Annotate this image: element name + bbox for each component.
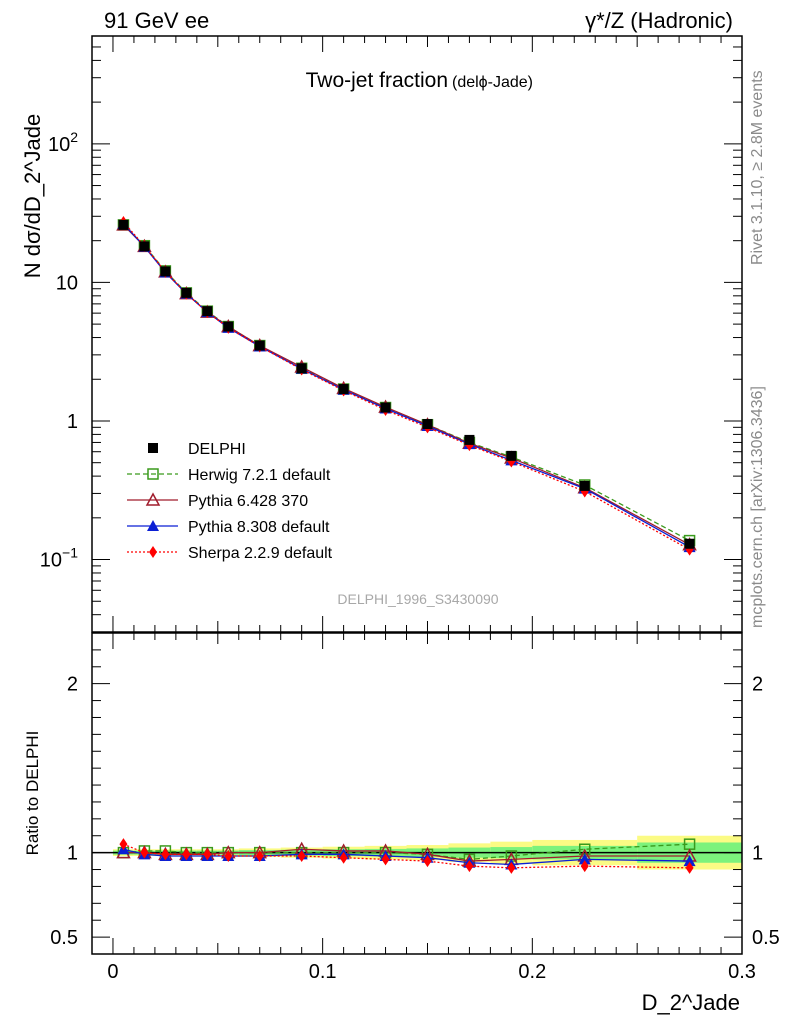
ratio-series-sherpa-2-2-9-default — [119, 838, 694, 874]
y-tick-label: 102 — [48, 129, 78, 156]
data-point — [380, 402, 391, 413]
ratio-y-tick-label-right: 0.5 — [752, 927, 780, 949]
data-point — [254, 340, 265, 351]
y-axis-label-ratio: Ratio to DELPHI — [23, 731, 42, 856]
main-frame — [91, 35, 743, 633]
series-line — [122, 221, 690, 551]
data-point — [338, 384, 349, 395]
ratio-y-tick-label-right: 1 — [752, 843, 763, 865]
y-tick-label: 1 — [67, 411, 78, 433]
legend-label: DELPHI — [188, 441, 246, 458]
ratio-frame — [91, 632, 743, 955]
legend-marker — [147, 468, 159, 480]
legend-marker — [147, 520, 159, 531]
ratio-point — [465, 860, 474, 873]
ratio-point — [119, 838, 128, 851]
data-point — [202, 306, 213, 317]
legend-entry: Pythia 6.428 370 — [127, 492, 308, 510]
ratio-point — [203, 848, 212, 861]
data-point — [464, 434, 475, 445]
legend-entry: Sherpa 2.2.9 default — [127, 545, 333, 562]
data-point — [223, 321, 234, 332]
main-y-ticks: 10−1 1 10 102 — [40, 35, 743, 633]
plot-title-detail: (delϕ-Jade) — [452, 74, 533, 91]
data-point — [422, 419, 433, 430]
data-point — [506, 450, 517, 461]
y-tick-label: 10−1 — [40, 545, 78, 572]
data-point — [579, 480, 590, 491]
mcplots-label: mcplots.cern.ch [arXiv:1306.3436] — [749, 386, 766, 628]
legend-entry: Pythia 8.308 default — [127, 519, 330, 536]
main-series — [116, 215, 697, 556]
data-point — [160, 266, 171, 277]
ratio-point — [381, 853, 390, 866]
plot-title: Two-jet fraction — [306, 69, 448, 92]
ratio-point — [580, 860, 589, 873]
legend-label: Pythia 6.428 370 — [188, 493, 308, 510]
ratio-point — [140, 846, 149, 859]
ratio-y-tick-label: 0.5 — [50, 927, 78, 949]
main-panel: Two-jet fraction (delϕ-Jade) DELPHI_1996… — [20, 35, 743, 870]
y-tick-label: 10 — [56, 272, 78, 294]
ratio-point — [683, 855, 696, 867]
x-tick-label: 0 — [107, 961, 118, 983]
ratio-point — [423, 855, 432, 868]
ratio-point — [578, 853, 591, 865]
data-point — [296, 363, 307, 374]
data-point — [684, 538, 695, 549]
analysis-id: DELPHI_1996_S3430090 — [337, 591, 498, 607]
ratio-y-tick-label-right: 2 — [752, 674, 763, 696]
ratio-point — [339, 851, 348, 864]
data-point — [139, 241, 150, 252]
ratio-series — [116, 838, 697, 874]
ratio-point — [297, 850, 306, 863]
ratio-point — [685, 861, 694, 874]
x-axis-ticks: 0 0.1 0.2 0.3 — [107, 633, 756, 983]
ratio-y-tick-label: 2 — [67, 674, 78, 696]
legend-entry: Herwig 7.2.1 default — [127, 467, 331, 484]
legend: DELPHI Herwig 7.2.1 default Pythia 6.428 3… — [127, 441, 333, 562]
x-tick-label: 0.1 — [309, 961, 337, 983]
series-delphi — [118, 219, 695, 549]
ratio-point — [161, 848, 170, 861]
rivet-label: Rivet 3.1.10, ≥ 2.8M events — [749, 70, 766, 265]
ratio-y-tick-label: 1 — [67, 843, 78, 865]
ratio-y-ticks: 0.5 0.5 1 1 2 2 — [50, 649, 780, 949]
ratio-line — [123, 843, 690, 869]
ratio-point — [224, 850, 233, 863]
legend-entry: DELPHI — [148, 441, 246, 458]
legend-marker — [148, 443, 158, 453]
ratio-point — [507, 861, 516, 874]
x-tick-label: 0.3 — [728, 961, 756, 983]
legend-label: Sherpa 2.2.9 default — [188, 545, 333, 562]
ratio-panel: Ratio to DELPHI 0.5 0.5 1 1 2 2 0 0.1 0.2 0.3 D_… — [23, 632, 780, 1015]
legend-marker — [145, 492, 161, 506]
y-axis-label-main: N dσ/dD_2^Jade — [20, 114, 45, 279]
energy-label: 91 GeV ee — [104, 8, 209, 33]
ratio-point — [182, 848, 191, 861]
ratio-point — [255, 850, 264, 863]
process-label: γ*/Z (Hadronic) — [585, 8, 733, 33]
x-tick-label: 0.2 — [518, 961, 546, 983]
legend-label: Pythia 8.308 default — [188, 519, 330, 536]
x-axis-label: D_2^Jade — [642, 990, 740, 1015]
data-point — [181, 287, 192, 298]
legend-label: Herwig 7.2.1 default — [188, 467, 331, 484]
data-point — [118, 219, 129, 230]
legend-marker — [149, 546, 157, 558]
